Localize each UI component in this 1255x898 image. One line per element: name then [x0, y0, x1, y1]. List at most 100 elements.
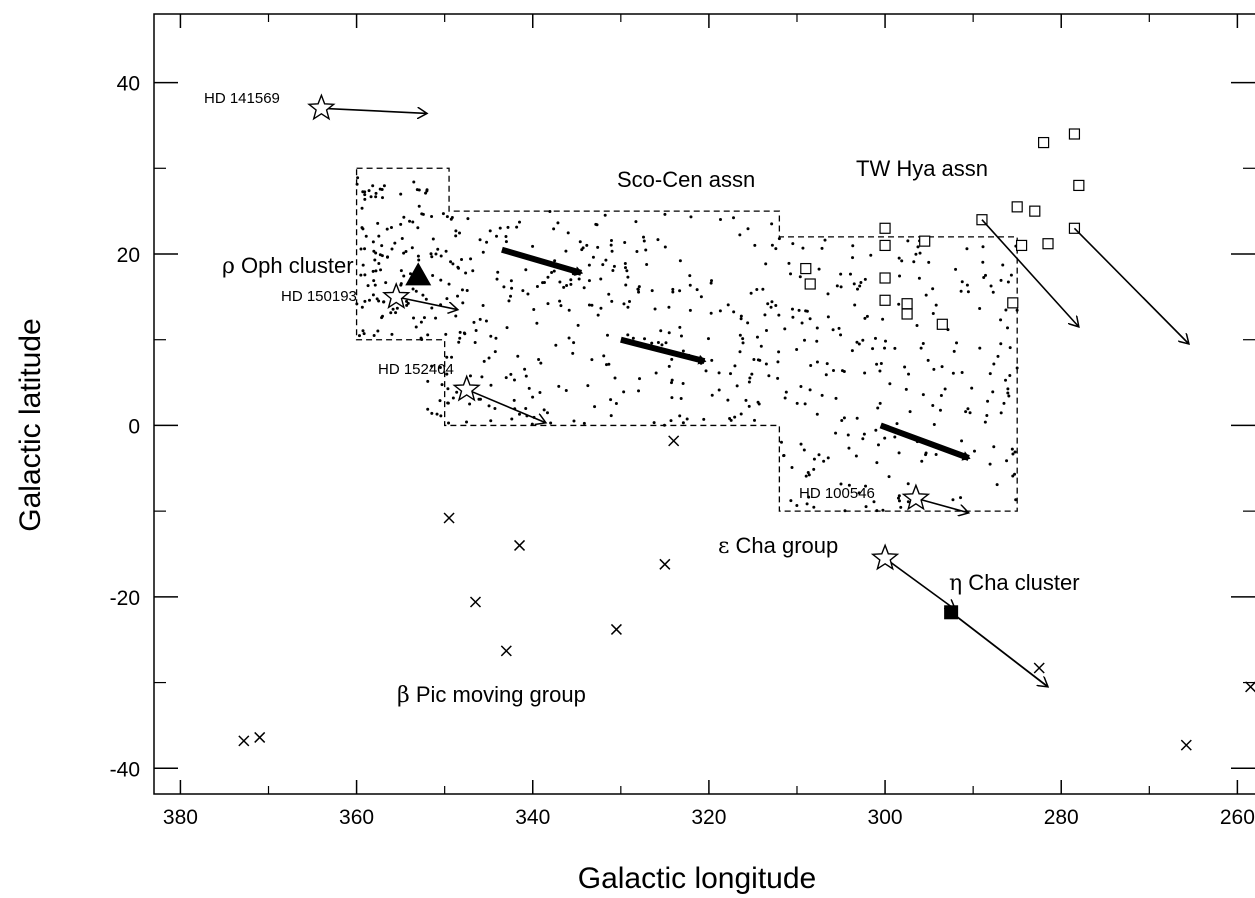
sco-cen-point [820, 246, 824, 250]
sco-cen-point [372, 333, 376, 337]
sco-cen-point [409, 272, 413, 276]
sco-cen-point [931, 287, 935, 291]
tw-hya-point [901, 308, 913, 320]
sco-cen-point [784, 390, 788, 394]
sco-cen-point [466, 217, 470, 221]
beta-pic-point [1180, 739, 1192, 751]
hd141569-label: HD 141569 [204, 90, 280, 107]
sco-cen-point [355, 302, 359, 306]
sco-cen-point [596, 313, 600, 317]
sco-cen-point [1004, 378, 1008, 382]
sco-cen-point [487, 404, 491, 408]
sco-cen-point [777, 350, 781, 354]
sco-cen-point [377, 299, 381, 303]
sco-cen-point [847, 446, 851, 450]
sco-cen-point [585, 243, 589, 247]
sco-cen-point [571, 351, 575, 355]
sco-cen-point [375, 297, 379, 301]
sco-cen-point [934, 453, 938, 457]
sco-cen-point [478, 397, 482, 401]
sco-cen-point [688, 274, 692, 278]
sco-cen-point [652, 421, 656, 425]
sco-cen-point [896, 496, 900, 500]
sco-cen-point [1007, 394, 1011, 398]
tw-hya-point [1068, 128, 1081, 140]
sco-cen-point [858, 284, 862, 288]
y-tick-label: -40 [110, 758, 140, 781]
sco-cen-point [363, 247, 367, 251]
sco-cen-point [815, 326, 819, 330]
sco-cen-point [906, 239, 910, 243]
sco-cen-point [450, 215, 454, 219]
sco-cen-point [749, 291, 753, 295]
sco-cen-point [478, 238, 482, 242]
sco-cen-point [636, 287, 640, 291]
sco-cen-point [558, 280, 562, 284]
sco-cen-point [553, 259, 557, 263]
sco-cen-point [897, 494, 901, 498]
sco-cen-point [431, 237, 435, 241]
sco-cen-point [839, 272, 843, 276]
sco-cen-point [855, 416, 859, 420]
sco-cen-point [506, 225, 510, 229]
sco-cen-point [733, 415, 737, 419]
sco-cen-point [839, 285, 843, 289]
sco-cen-point [774, 303, 778, 307]
sco-cen-point [643, 337, 647, 341]
sco-cen-point [741, 341, 745, 345]
sco-cen-point [1006, 280, 1010, 284]
sco-cen-point [521, 289, 525, 293]
sco-cen-point [1006, 391, 1010, 395]
sco-cen-point [426, 407, 430, 411]
sco-cen-point [855, 340, 859, 344]
sco-cen-point [808, 317, 812, 321]
sco-cen-point [907, 372, 911, 376]
sco-cen-point [663, 245, 667, 249]
sco-cen-point [932, 367, 936, 371]
sco-cen-point [815, 412, 819, 416]
sco-cen-point [726, 398, 730, 402]
sco-cen-point [795, 401, 799, 405]
sco-cen-point [744, 398, 748, 402]
sco-cen-point [380, 244, 384, 248]
sco-cen-point [850, 349, 854, 353]
sco-cen-point [706, 337, 710, 341]
sco-cen-point [512, 378, 516, 382]
sco-cen-point [852, 282, 856, 286]
sco-cen-point [846, 433, 850, 437]
sco-cen-point [481, 250, 485, 254]
sco-cen-arrow [620, 336, 707, 365]
sco-cen-point [505, 326, 509, 330]
sco-cen-point [541, 281, 545, 285]
sco-cen-point [471, 269, 475, 273]
sco-cen-point [795, 348, 799, 352]
sco-cen-point [509, 279, 513, 283]
sco-cen-point [361, 329, 365, 333]
sco-cen-point [876, 443, 880, 447]
sco-cen-point [587, 303, 591, 307]
sco-cen-point [644, 248, 648, 252]
sco-cen-point [602, 354, 606, 358]
sco-cen-point [572, 341, 576, 345]
sco-cen-point [670, 378, 674, 382]
sco-cen-point [435, 412, 439, 416]
sco-cen-point [504, 240, 508, 244]
sco-cen-point [795, 503, 799, 507]
sco-cen-point [623, 241, 627, 245]
sco-cen-point [1011, 452, 1015, 456]
beta-pic-point [1033, 662, 1045, 674]
tw-hya-arrow [1073, 227, 1189, 344]
sco-cen-point [468, 374, 472, 378]
sco-cen-point [709, 311, 713, 315]
sco-cen-point [983, 420, 987, 424]
sco-cen-point [614, 402, 618, 406]
beta-pic-point [659, 558, 671, 570]
sco-cen-point [764, 262, 768, 266]
sco-cen-point [863, 316, 867, 320]
sco-cen-point [898, 274, 902, 278]
sco-cen-point [447, 421, 451, 425]
sco-cen-point [763, 313, 767, 317]
sco-cen-point [488, 229, 492, 233]
sco-cen-point [578, 240, 582, 244]
hd100546-arrow [915, 497, 969, 513]
